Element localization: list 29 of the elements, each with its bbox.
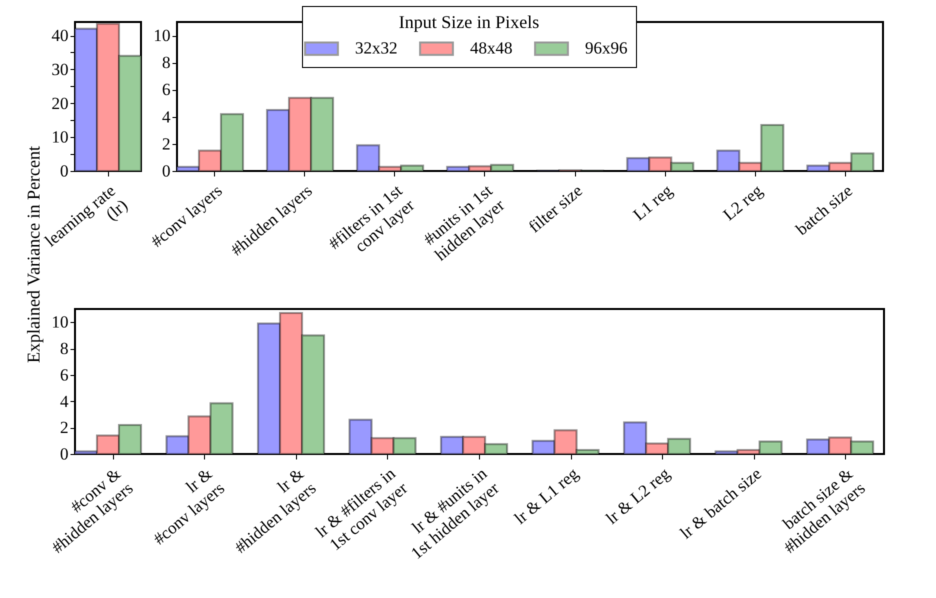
legend-label: 96x96: [585, 38, 628, 58]
x-tick-label: lr & batch size: [676, 464, 765, 543]
y-tick-label: 30: [52, 60, 68, 79]
legend-label: 48x48: [470, 38, 512, 58]
x-tick-label: lr & L1 reg: [510, 464, 582, 528]
legend-label: 32x32: [355, 38, 398, 58]
x-tick-label: L2 reg: [719, 180, 766, 224]
x-tick-label: lr & L2 reg: [602, 464, 674, 528]
legend-title: Input Size in Pixels: [398, 12, 540, 32]
y-tick-label: 4: [60, 392, 69, 411]
y-tick-label: 8: [60, 339, 68, 358]
y-tick-label: 2: [60, 418, 68, 438]
x-tick-label: batch size: [792, 180, 856, 239]
y-tick-label: 2: [162, 134, 170, 154]
x-tick-label: L1 reg: [629, 180, 676, 224]
y-tick-label: 40: [52, 26, 68, 46]
y-tick-label: 10: [52, 312, 68, 332]
y-tick-label: 0: [60, 444, 68, 464]
y-tick-label: 10: [154, 26, 170, 46]
y-tick-label: 10: [52, 128, 68, 147]
y-tick-label: 8: [162, 53, 170, 72]
y-axis-title: Explained Variance in Percent: [24, 146, 44, 364]
y-tick-label: 4: [162, 107, 171, 126]
y-tick-label: 20: [52, 94, 68, 113]
y-tick-label: 0: [162, 162, 170, 180]
y-tick-label: 0: [60, 162, 68, 180]
y-tick-label: 6: [162, 80, 170, 100]
y-tick-label: 6: [60, 365, 68, 384]
x-tick-label: filter size: [524, 180, 586, 236]
